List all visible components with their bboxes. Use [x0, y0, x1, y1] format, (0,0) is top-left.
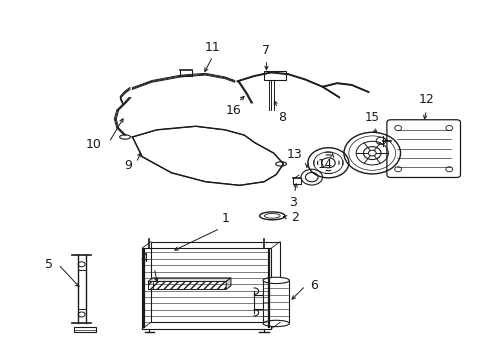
Bar: [263, 280, 289, 323]
Bar: [264, 71, 285, 80]
Text: 15: 15: [364, 111, 379, 125]
Text: 7: 7: [262, 44, 270, 57]
Text: 3: 3: [289, 197, 297, 210]
Text: 2: 2: [290, 211, 298, 224]
Text: 11: 11: [204, 41, 220, 54]
Polygon shape: [148, 282, 225, 289]
Text: 12: 12: [418, 93, 433, 106]
Ellipse shape: [275, 162, 286, 166]
Ellipse shape: [263, 320, 289, 327]
Bar: [151, 242, 280, 322]
Ellipse shape: [264, 213, 280, 218]
Text: 8: 8: [277, 111, 285, 124]
Text: 4: 4: [141, 252, 148, 265]
Ellipse shape: [259, 212, 285, 220]
Text: 5: 5: [45, 258, 53, 271]
Ellipse shape: [263, 277, 289, 284]
Text: 14: 14: [317, 158, 332, 171]
Text: 9: 9: [124, 159, 132, 172]
Bar: [142, 248, 271, 329]
Text: 10: 10: [85, 138, 102, 150]
Polygon shape: [148, 278, 230, 282]
FancyBboxPatch shape: [386, 120, 460, 177]
Text: 1: 1: [221, 212, 229, 225]
Polygon shape: [74, 327, 96, 332]
Text: 13: 13: [285, 148, 302, 161]
Text: 16: 16: [225, 104, 241, 117]
Ellipse shape: [120, 135, 130, 139]
Text: 6: 6: [310, 279, 318, 292]
Polygon shape: [225, 278, 230, 289]
